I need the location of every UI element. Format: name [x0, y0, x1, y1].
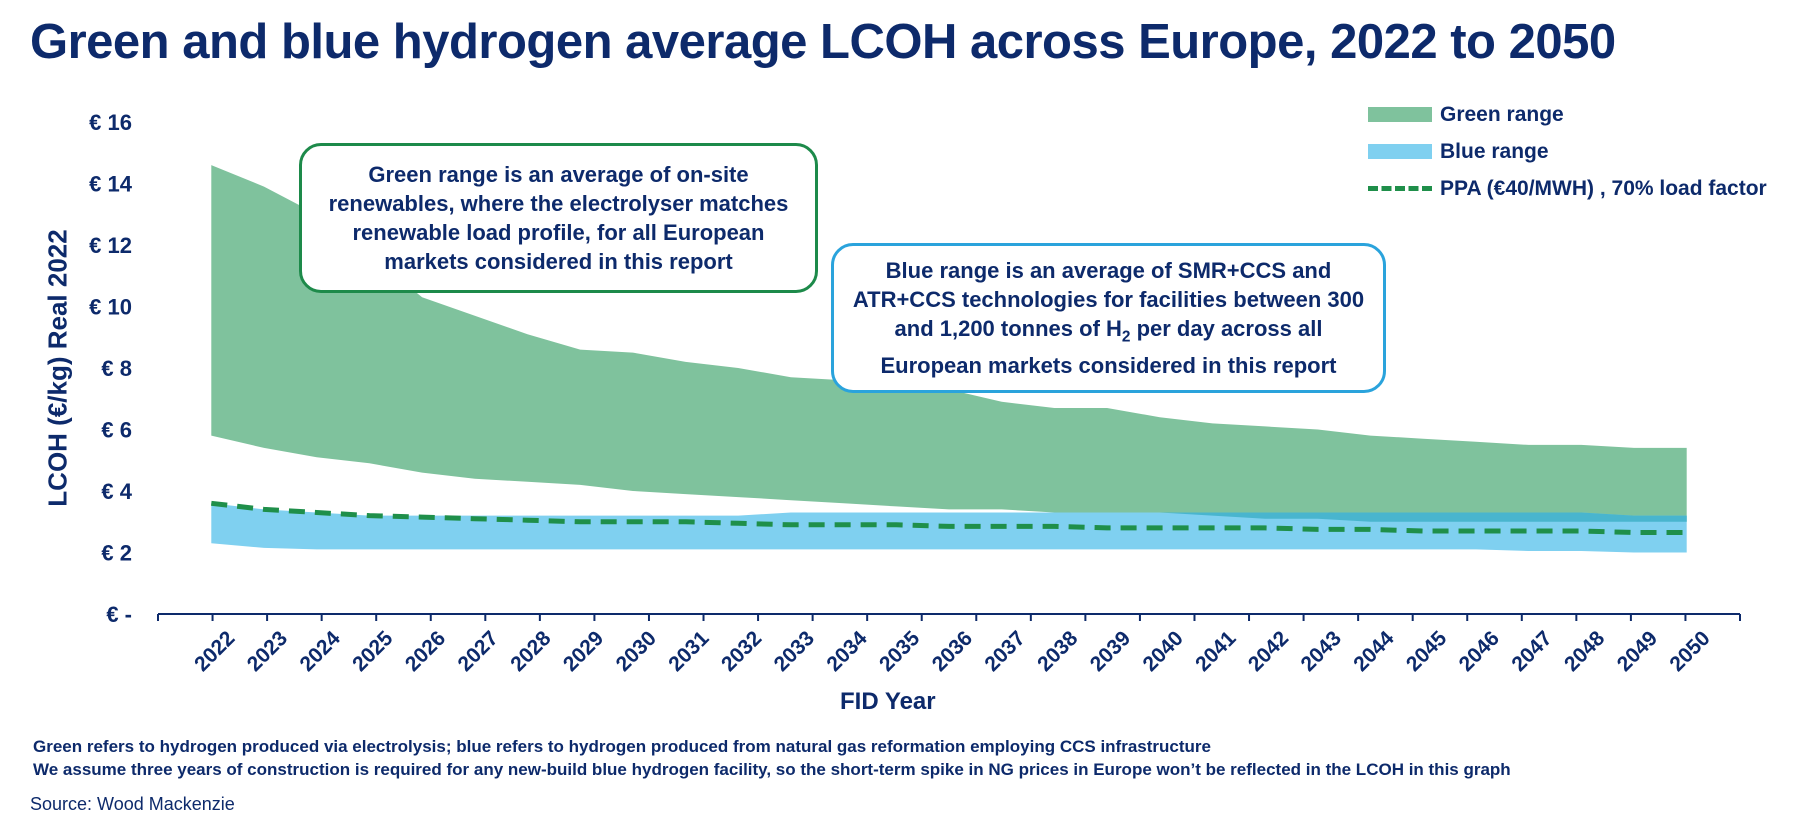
x-tick-label: 2028	[506, 627, 556, 677]
y-axis-title: LCOH (€/kg) Real 2022	[42, 229, 73, 507]
x-tick-label: 2037	[980, 627, 1029, 676]
chart-title: Green and blue hydrogen average LCOH acr…	[30, 15, 1616, 69]
y-tick-label: € 8	[101, 356, 132, 381]
y-tick-label: € 12	[89, 233, 132, 258]
x-tick-label: 2050	[1665, 627, 1714, 676]
x-tick-label: 2029	[559, 627, 608, 676]
x-tick-label: 2043	[1297, 627, 1346, 676]
y-tick-label: € 10	[89, 295, 132, 320]
blue-callout-text: Blue range is an average of SMR+CCS and …	[848, 256, 1369, 380]
x-tick-label: 2038	[1033, 627, 1083, 677]
x-tick-label: 2027	[454, 627, 503, 676]
x-tick-label: 2030	[612, 627, 661, 676]
x-tick-label: 2036	[928, 627, 977, 676]
green-callout-text: Green range is an average of on-site ren…	[328, 162, 789, 274]
x-tick-label: 2034	[822, 627, 872, 677]
green-range-area	[211, 165, 1687, 522]
blue-callout-text-part1: Blue range is an average of SMR+CCS and …	[852, 257, 1365, 341]
green-range-callout: Green range is an average of on-site ren…	[299, 143, 818, 293]
ppa-line-swatch	[1368, 186, 1432, 191]
legend: Green range Blue range PPA (€40/MWH) , 7…	[1368, 96, 1767, 207]
y-tick-label: € 16	[89, 110, 132, 135]
x-tick-label: 2039	[1086, 627, 1135, 676]
source-note: Source: Wood Mackenzie	[30, 794, 235, 814]
x-tick-label: 2041	[1191, 627, 1241, 677]
blue-range-swatch	[1368, 144, 1432, 159]
y-tick-label: € 14	[89, 172, 133, 197]
legend-item-blue: Blue range	[1368, 133, 1767, 170]
x-tick-label: 2033	[770, 627, 819, 676]
footnote-1: Green refers to hydrogen produced via el…	[33, 737, 1211, 756]
overlap-area	[211, 435, 1687, 522]
x-tick-label: 2046	[1455, 627, 1504, 676]
footnote-2: We assume three years of construction is…	[33, 760, 1511, 779]
x-tick-label: 2024	[295, 627, 345, 677]
y-tick-label: € 6	[101, 418, 132, 443]
green-range-swatch	[1368, 107, 1432, 122]
x-tick-label: 2031	[664, 627, 714, 677]
x-tick-label: 2025	[348, 627, 398, 677]
legend-item-ppa: PPA (€40/MWH) , 70% load factor	[1368, 170, 1767, 207]
x-tick-label: 2045	[1402, 627, 1452, 677]
x-tick-label: 2047	[1507, 627, 1556, 676]
x-tick-label: 2040	[1139, 627, 1188, 676]
y-tick-label: € 2	[101, 541, 132, 566]
x-tick-label: 2023	[243, 627, 292, 676]
legend-label-ppa: PPA (€40/MWH) , 70% load factor	[1440, 176, 1767, 200]
x-tick-label: 2049	[1613, 627, 1662, 676]
x-axis-title: FID Year	[840, 688, 936, 715]
blue-callout-text-part2: per day across all European markets cons…	[880, 315, 1337, 379]
ppa-line	[211, 500, 1687, 535]
x-tick-label: 2042	[1244, 627, 1293, 676]
footnotes: Green refers to hydrogen produced via el…	[33, 735, 1511, 781]
x-tick-label: 2026	[401, 627, 450, 676]
legend-label-green: Green range	[1440, 102, 1564, 126]
x-tick-label: 2032	[717, 627, 766, 676]
blue-callout-subscript: 2	[1121, 328, 1131, 346]
y-tick-label: € -	[106, 602, 132, 627]
y-tick-label: € 4	[101, 479, 132, 504]
legend-label-blue: Blue range	[1440, 139, 1549, 163]
x-tick-label: 2044	[1349, 627, 1399, 677]
blue-range-callout: Blue range is an average of SMR+CCS and …	[831, 243, 1386, 393]
x-tick-label: 2048	[1560, 627, 1610, 677]
legend-item-green: Green range	[1368, 96, 1767, 133]
x-tick-label: 2022	[190, 627, 239, 676]
x-tick-label: 2035	[875, 627, 925, 677]
